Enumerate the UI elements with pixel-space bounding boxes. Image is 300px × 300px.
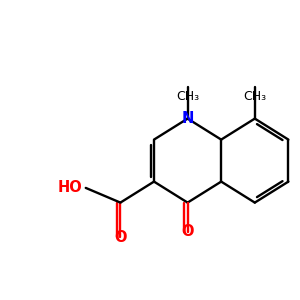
Text: CH₃: CH₃ xyxy=(243,90,266,103)
Text: N: N xyxy=(182,111,194,126)
Text: O: O xyxy=(181,224,194,239)
Text: O: O xyxy=(114,230,127,245)
Text: HO: HO xyxy=(58,180,83,195)
Text: CH₃: CH₃ xyxy=(176,90,199,103)
